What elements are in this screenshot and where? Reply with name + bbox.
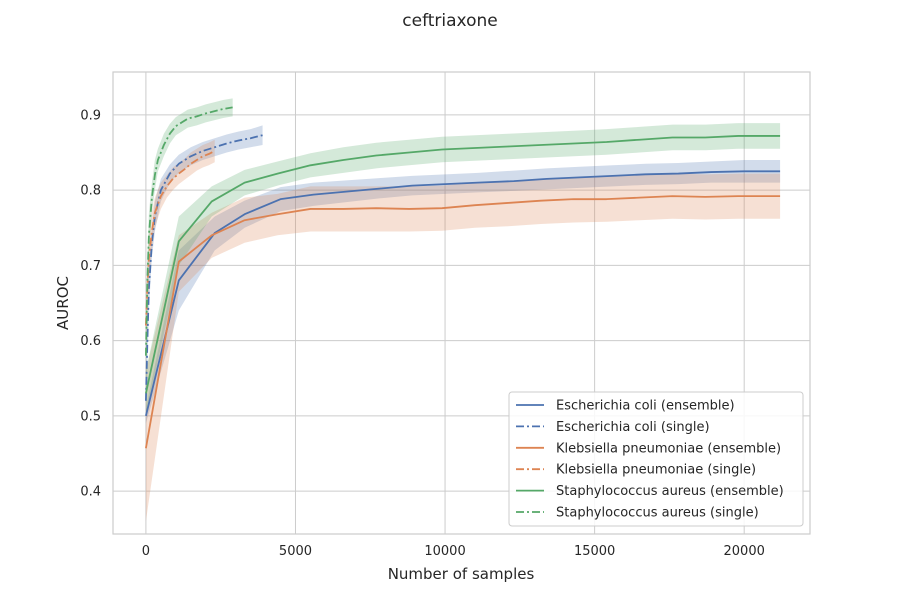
series-band (145, 173, 781, 522)
series-line (145, 135, 781, 394)
series-line (145, 134, 263, 401)
x-axis-ticks: 0 5000 10000 15000 20000 (142, 544, 765, 559)
x-tick-label: 20000 (724, 544, 765, 559)
x-tick-label: 10000 (424, 544, 465, 559)
y-axis-ticks: 0.4 0.5 0.6 0.7 0.8 0.9 (80, 108, 101, 499)
y-tick-label: 0.4 (80, 485, 101, 500)
legend-entry: Staphylococcus aureus (ensemble) (556, 484, 784, 499)
x-axis-label: Number of samples (388, 565, 535, 583)
legend: Escherichia coli (ensemble) Escherichia c… (508, 391, 804, 527)
chart-title: ceftriaxone (402, 11, 497, 31)
legend-entry: Klebsiella pneumoniae (ensemble) (556, 441, 781, 456)
y-tick-label: 0.8 (80, 184, 101, 199)
x-tick-label: 15000 (574, 544, 615, 559)
legend-entry: Staphylococcus aureus (single) (556, 506, 759, 521)
legend-entry: Escherichia coli (single) (556, 420, 710, 435)
series-lines (145, 106, 781, 449)
series-line (145, 195, 781, 449)
series-line (145, 150, 216, 326)
y-tick-label: 0.7 (80, 259, 101, 274)
legend-entry: Klebsiella pneumoniae (single) (556, 463, 756, 478)
series-line (145, 106, 233, 356)
y-axis-label: AUROC (54, 276, 72, 330)
x-tick-label: 5000 (279, 544, 312, 559)
y-tick-label: 0.5 (80, 409, 101, 424)
y-tick-label: 0.6 (80, 334, 101, 349)
x-tick-label: 0 (142, 544, 150, 559)
legend-box (508, 391, 804, 527)
y-tick-label: 0.9 (80, 108, 101, 123)
legend-entry: Escherichia coli (ensemble) (556, 399, 735, 414)
series-line (145, 170, 781, 417)
plot-frame (112, 71, 811, 535)
